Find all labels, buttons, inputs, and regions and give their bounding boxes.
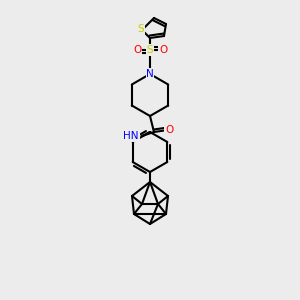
Text: S: S: [147, 45, 153, 55]
Text: N: N: [146, 69, 154, 79]
Text: HN: HN: [124, 131, 139, 141]
Text: S: S: [138, 24, 144, 34]
Text: O: O: [165, 125, 173, 135]
Text: O: O: [159, 45, 167, 55]
Text: O: O: [133, 45, 141, 55]
